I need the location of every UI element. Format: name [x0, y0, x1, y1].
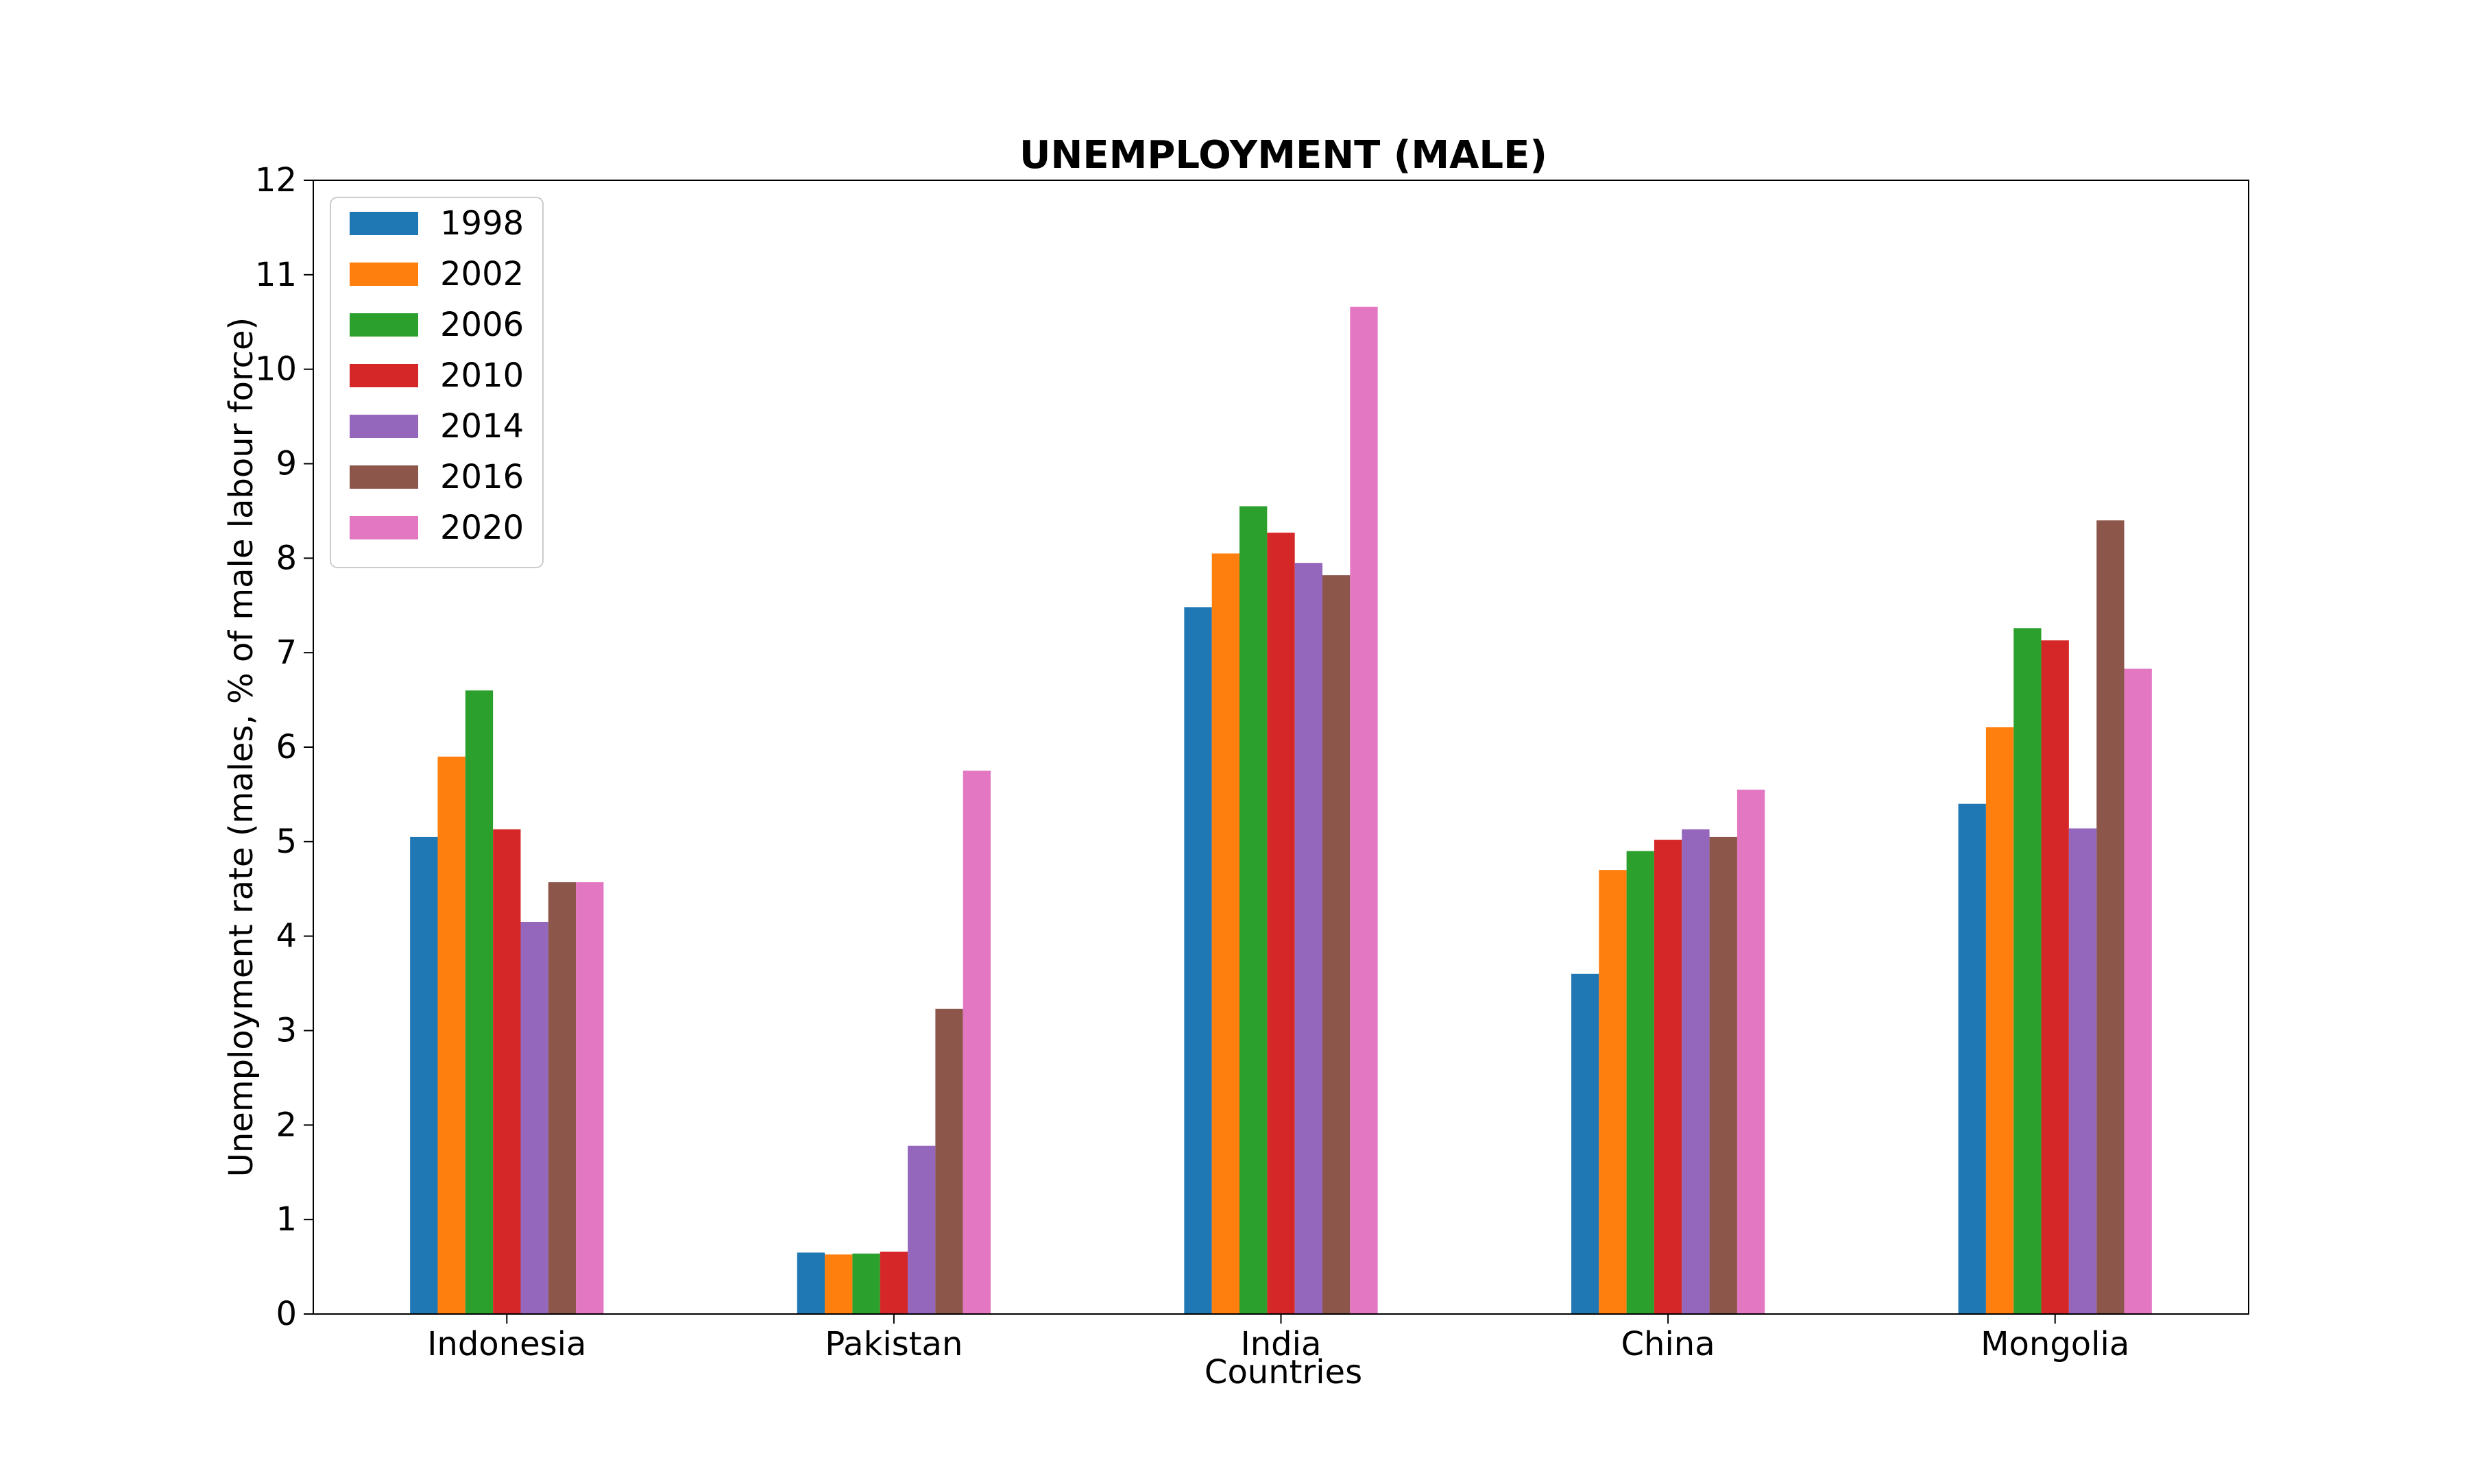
- bar-china-2016: [1709, 836, 1737, 1314]
- y-tick-label: 12: [255, 161, 297, 199]
- legend-label-2020: 2020: [440, 509, 524, 547]
- y-tick-label: 11: [255, 256, 297, 294]
- bar-india-2006: [1239, 506, 1268, 1314]
- bar-pakistan-2016: [935, 1008, 963, 1314]
- y-tick-label: 0: [276, 1295, 297, 1333]
- bar-indonesia-2006: [465, 690, 494, 1314]
- legend-label-2016: 2016: [440, 458, 524, 496]
- bar-china-1998: [1571, 973, 1599, 1314]
- legend-label-2006: 2006: [440, 306, 524, 344]
- x-tick-label-indonesia: Indonesia: [427, 1325, 586, 1363]
- y-tick-label: 7: [276, 633, 297, 672]
- legend-label-2014: 2014: [440, 407, 524, 446]
- bar-pakistan-2010: [880, 1252, 908, 1314]
- bar-india-2014: [1294, 563, 1322, 1314]
- y-axis-label: Unemployment rate (males, % of male labo…: [222, 317, 261, 1178]
- y-tick-label: 2: [276, 1106, 297, 1144]
- bar-indonesia-2014: [520, 921, 548, 1314]
- bar-mongolia-2010: [2041, 640, 2069, 1314]
- bar-india-1998: [1184, 607, 1212, 1315]
- legend-label-1998: 1998: [440, 204, 524, 243]
- x-tick-label-china: China: [1621, 1325, 1715, 1363]
- bar-mongolia-2002: [1985, 727, 2014, 1314]
- bar-china-2010: [1654, 840, 1682, 1314]
- bar-indonesia-2002: [437, 756, 465, 1314]
- legend-swatch-2006: [350, 313, 418, 337]
- y-tick-label: 8: [276, 539, 297, 577]
- y-tick-label: 1: [276, 1200, 297, 1239]
- x-tick-label-mongolia: Mongolia: [1981, 1325, 2129, 1363]
- bar-indonesia-1998: [410, 836, 438, 1314]
- x-tick-label-india: India: [1241, 1325, 1322, 1363]
- chart-title: UNEMPLOYMENT (MALE): [1019, 133, 1547, 178]
- bar-pakistan-2002: [825, 1254, 853, 1314]
- y-tick-label: 3: [276, 1012, 297, 1050]
- bar-china-2020: [1737, 790, 1765, 1314]
- y-tick-label: 9: [276, 445, 297, 483]
- bar-indonesia-2010: [493, 829, 521, 1314]
- bars-layer: [410, 306, 2152, 1315]
- bar-mongolia-2020: [2124, 668, 2152, 1314]
- legend-label-2002: 2002: [440, 255, 524, 293]
- legend-swatch-2010: [350, 364, 418, 387]
- bar-china-2006: [1626, 851, 1654, 1314]
- bar-pakistan-2020: [963, 770, 991, 1314]
- bar-india-2010: [1267, 533, 1295, 1314]
- bar-mongolia-1998: [1958, 803, 1986, 1314]
- legend: 1998 2002 2006 2010 2014 2016 2020: [330, 197, 544, 568]
- x-axis-label: Countries: [1205, 1353, 1362, 1391]
- legend-swatch-1998: [350, 212, 418, 235]
- y-tick-label: 5: [276, 823, 297, 861]
- bar-china-2002: [1599, 870, 1627, 1314]
- bar-india-2002: [1211, 553, 1240, 1314]
- y-tick-label: 10: [255, 350, 297, 389]
- legend-swatch-2020: [350, 516, 418, 539]
- bar-mongolia-2014: [2068, 828, 2097, 1314]
- bar-pakistan-1998: [797, 1252, 825, 1314]
- x-tick-label-pakistan: Pakistan: [825, 1325, 963, 1363]
- legend-swatch-2002: [350, 263, 418, 286]
- x-axis: Indonesia Pakistan India China Mongolia: [427, 1314, 2129, 1363]
- bar-mongolia-2016: [2096, 520, 2125, 1315]
- y-tick-label: 6: [276, 728, 297, 766]
- bar-china-2014: [1682, 829, 1710, 1314]
- legend-label-2010: 2010: [440, 356, 524, 395]
- bar-indonesia-2020: [576, 882, 604, 1314]
- bar-pakistan-2006: [852, 1253, 880, 1314]
- y-tick-label: 4: [276, 917, 297, 956]
- bar-mongolia-2006: [2013, 628, 2042, 1314]
- legend-swatch-2016: [350, 465, 418, 489]
- bar-india-2016: [1322, 575, 1351, 1314]
- bar-india-2020: [1350, 306, 1378, 1314]
- bar-indonesia-2016: [548, 882, 577, 1314]
- bar-pakistan-2014: [908, 1145, 936, 1314]
- legend-swatch-2014: [350, 415, 418, 438]
